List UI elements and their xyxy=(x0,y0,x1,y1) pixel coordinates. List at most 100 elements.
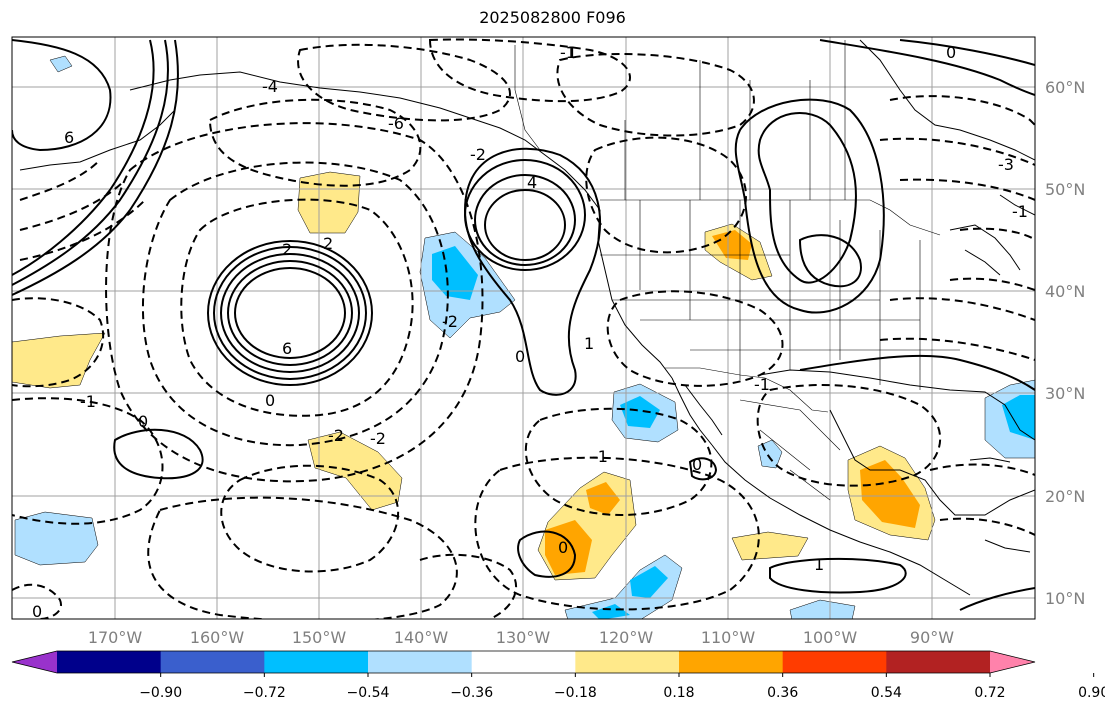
contour-label: 0 xyxy=(32,602,42,621)
contour-label: -1 xyxy=(592,447,608,466)
contour-label: 6 xyxy=(64,128,74,147)
contour-neg-15 xyxy=(474,456,760,611)
contour-neg-6 xyxy=(428,38,631,103)
coastline-alaska xyxy=(129,71,601,211)
lon-label: 150°W xyxy=(292,628,347,647)
contour-neg-10 xyxy=(12,397,164,525)
contour-label: -2 xyxy=(442,312,458,331)
shade-blue-offshore-nw xyxy=(432,246,478,300)
shade-orange-rockies xyxy=(712,230,752,260)
contour-pos-west-arcs xyxy=(12,39,179,296)
coastline-hudson-bay xyxy=(859,39,1035,161)
coastline-gulf xyxy=(829,409,1035,516)
colorbar-tick-label: −0.36 xyxy=(450,685,493,701)
coastline-west-coast xyxy=(597,209,673,379)
contour-label: -1 xyxy=(560,43,576,62)
shade-blue-south-2 xyxy=(592,604,630,619)
shade-blue-florida xyxy=(1002,395,1035,440)
contour-neg-14 xyxy=(524,407,713,516)
contour-neg-17 xyxy=(756,384,942,487)
lon-label: 90°W xyxy=(910,628,954,647)
contour-neg-3 xyxy=(105,122,484,483)
contour-neg-4 xyxy=(208,98,422,187)
shade-lightblue-southcentral xyxy=(789,599,856,619)
contour-label: -1 xyxy=(1012,202,1028,221)
contour-pos-mid xyxy=(113,428,204,480)
lat-label: 30°N xyxy=(1045,384,1085,403)
contour-label: 0 xyxy=(515,347,525,366)
coastline-aleutians xyxy=(19,109,176,171)
contour-neg-8 xyxy=(585,136,747,254)
contour-pos-high-4 xyxy=(207,240,373,386)
contour-neg-19 xyxy=(949,227,1035,291)
contour-label: 6 xyxy=(282,339,292,358)
contour-neg-20 xyxy=(879,297,1035,361)
contour-label: -2 xyxy=(328,426,344,445)
contour-neg-22 xyxy=(19,159,146,261)
contour-pos-south xyxy=(517,457,718,578)
border-alaska-canada xyxy=(514,45,541,151)
colorbar xyxy=(11,650,1095,677)
colorbar-tick-label: 0.54 xyxy=(871,685,902,701)
map-frame xyxy=(11,36,1036,620)
shade-orange-mexico-coast-2 xyxy=(586,482,620,515)
colorbar-outline xyxy=(11,650,1036,674)
coastline-gulf-us xyxy=(759,369,1035,441)
contour-neg-1 xyxy=(180,198,414,417)
contour-pos-far-se xyxy=(959,587,1035,611)
colorbar-segment xyxy=(886,651,991,673)
lat-label: 40°N xyxy=(1045,282,1085,301)
lat-label: 50°N xyxy=(1045,180,1085,199)
coastline-mexico-pacific xyxy=(711,444,971,596)
colorbar-tick-label: −0.72 xyxy=(243,685,286,701)
colorbar-tick-label: 0.18 xyxy=(663,685,694,701)
figure-title: 2025082800 F096 xyxy=(479,8,626,27)
colorbar-tick-label: −0.90 xyxy=(139,685,182,701)
contour-pos-aleutian xyxy=(12,39,112,152)
contour-pos-nw-center xyxy=(484,189,566,261)
colorbar-segment xyxy=(575,651,680,673)
contour-label: 0 xyxy=(946,43,956,62)
border-us-mexico xyxy=(665,367,829,413)
shade-orange-yucatan xyxy=(860,460,920,528)
colorbar-tick-label: 0.90 xyxy=(1078,685,1105,701)
lon-label: 160°W xyxy=(190,628,245,647)
coastline-baja xyxy=(671,377,723,446)
longitude-labels: 170°W 160°W 150°W 140°W 130°W 120°W 110°… xyxy=(88,628,954,647)
contour-label: -1 xyxy=(80,392,96,411)
contour-label: -3 xyxy=(998,155,1014,174)
lat-label: 20°N xyxy=(1045,487,1085,506)
contour-pos-plains xyxy=(798,234,862,288)
contour-neg-7 xyxy=(556,53,755,137)
colorbar-tick-label: 0.72 xyxy=(974,685,1005,701)
lon-label: 140°W xyxy=(394,628,449,647)
contour-label: -4 xyxy=(262,77,278,96)
contour-label: -2 xyxy=(470,145,486,164)
latitude-labels: 60°N 50°N 40°N 30°N 20°N 10°N xyxy=(1045,78,1085,608)
shade-lightblue-bering xyxy=(49,55,73,73)
coastline-great-lakes xyxy=(949,224,1021,276)
border-states xyxy=(600,200,960,390)
contour-pos-high-2 xyxy=(220,253,360,373)
colorbar-tick-label: 0.36 xyxy=(767,685,798,701)
contour-neg-18 xyxy=(879,95,1035,201)
contour-label: 0 xyxy=(138,412,148,431)
contour-label: 0 xyxy=(558,538,568,557)
contour-pos-gulf xyxy=(799,354,1035,391)
colorbar-segment xyxy=(782,651,887,673)
colorbar-ticks: −0.90 −0.72 −0.54 −0.36 −0.18 0.18 0.36 … xyxy=(139,685,1105,701)
shade-yellow-gulf-alaska xyxy=(297,171,361,234)
contour-label: 1 xyxy=(814,555,824,574)
colorbar-segment xyxy=(57,651,162,673)
contour-label: 4 xyxy=(527,173,537,192)
border-canada-provinces xyxy=(624,40,846,200)
colorbar-segment xyxy=(264,651,369,673)
colorbar-extend-high xyxy=(990,651,1035,673)
contour-neg-5 xyxy=(297,43,511,122)
colorbar-segment xyxy=(679,651,784,673)
contour-label: 1 xyxy=(584,334,594,353)
shade-yellow-central-america xyxy=(731,531,809,561)
lon-label: 100°W xyxy=(803,628,858,647)
contour-labels: 6 6 4 2 0 0 -2 -2 -2 -4 -6 2 -1 0 -1 1 -… xyxy=(32,43,1028,621)
contour-label: 0 xyxy=(692,455,702,474)
